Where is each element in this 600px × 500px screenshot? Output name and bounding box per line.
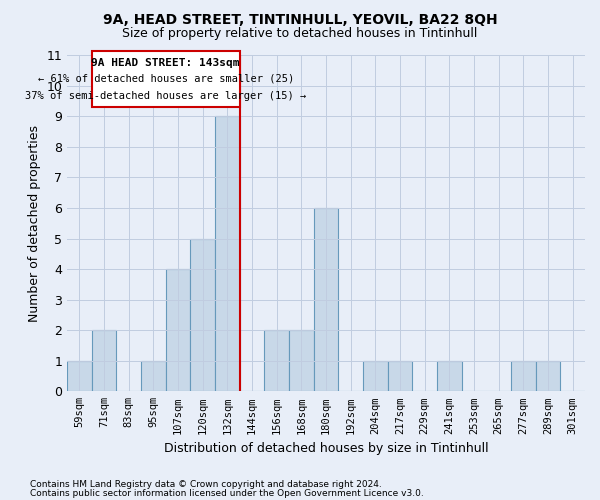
- Bar: [190, 238, 215, 392]
- Bar: [265, 330, 289, 392]
- Text: 9A HEAD STREET: 143sqm: 9A HEAD STREET: 143sqm: [91, 58, 240, 68]
- Text: Contains public sector information licensed under the Open Government Licence v3: Contains public sector information licen…: [30, 489, 424, 498]
- Text: Size of property relative to detached houses in Tintinhull: Size of property relative to detached ho…: [122, 28, 478, 40]
- Bar: [511, 361, 536, 392]
- Y-axis label: Number of detached properties: Number of detached properties: [28, 125, 41, 322]
- Bar: [363, 361, 388, 392]
- Bar: [437, 361, 461, 392]
- Bar: [215, 116, 240, 392]
- Text: Contains HM Land Registry data © Crown copyright and database right 2024.: Contains HM Land Registry data © Crown c…: [30, 480, 382, 489]
- FancyBboxPatch shape: [92, 50, 240, 107]
- Bar: [92, 330, 116, 392]
- Text: 9A, HEAD STREET, TINTINHULL, YEOVIL, BA22 8QH: 9A, HEAD STREET, TINTINHULL, YEOVIL, BA2…: [103, 12, 497, 26]
- X-axis label: Distribution of detached houses by size in Tintinhull: Distribution of detached houses by size …: [164, 442, 488, 455]
- Bar: [536, 361, 560, 392]
- Text: 37% of semi-detached houses are larger (15) →: 37% of semi-detached houses are larger (…: [25, 92, 307, 102]
- Bar: [314, 208, 338, 392]
- Bar: [166, 269, 190, 392]
- Bar: [141, 361, 166, 392]
- Bar: [289, 330, 314, 392]
- Bar: [67, 361, 92, 392]
- Text: ← 61% of detached houses are smaller (25): ← 61% of detached houses are smaller (25…: [38, 73, 294, 83]
- Bar: [388, 361, 412, 392]
